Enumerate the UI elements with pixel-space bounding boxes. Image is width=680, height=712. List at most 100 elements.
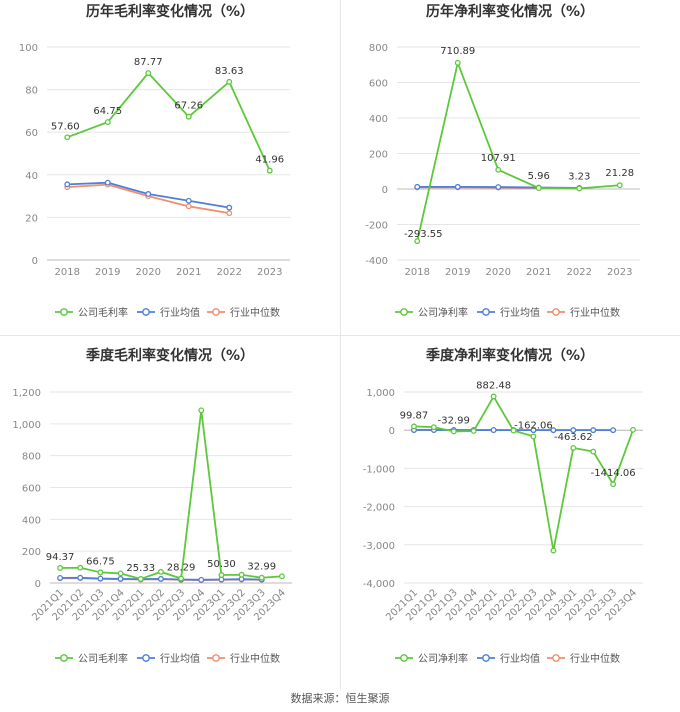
data-label: 41.96 [255,155,284,166]
data-point [510,427,517,434]
data-point [414,238,421,245]
data-point [218,572,225,578]
data-point [77,574,84,581]
data-point [411,423,417,430]
y-tick-label: -2,000 [363,503,395,514]
data-label: 32.99 [247,562,276,573]
data-point [157,575,164,582]
data-point [258,574,265,581]
legend-marker [60,308,68,316]
data-label: -1414.06 [591,468,636,479]
y-tick-label: 1,000 [366,388,395,399]
data-point [185,113,192,120]
data-point [97,575,104,582]
data-label: 21.28 [605,168,634,179]
y-tick-label: 400 [369,114,388,125]
data-point [57,574,64,581]
y-tick-label: 0 [389,426,395,437]
legend-marker [400,308,408,316]
data-point [490,427,497,434]
data-point [238,571,245,578]
data-point [616,182,623,189]
legend-label: 行业中位数 [570,306,620,319]
legend-marker [60,654,68,662]
data-label: 710.89 [440,46,475,57]
y-tick-label: 800 [22,452,41,463]
data-point [185,203,192,210]
legend-label: 行业中位数 [570,652,620,665]
legend-marker [552,654,560,662]
data-point [226,78,233,85]
data-label: -293.55 [404,229,443,240]
data-point [570,427,577,434]
data-point [610,481,617,488]
x-tick-label: 2021 [526,267,551,278]
data-point [77,564,84,571]
data-point [454,59,461,66]
data-point [198,576,205,583]
x-tick-label: 2021 [176,267,201,278]
data-point [530,433,537,440]
data-point [570,444,577,451]
data-label: 882.48 [476,380,511,391]
data-label: 50.30 [207,559,236,570]
y-tick-label: 1,000 [12,420,41,431]
data-point [450,428,457,435]
legend-label: 行业中位数 [230,652,280,665]
data-point [495,166,502,173]
data-label: 3.23 [568,171,590,182]
legend-label: 公司净利率 [418,306,468,319]
chart-annual_net: 历年净利率变化情况（%） -400 -200 0 200 400 600 800 2018 201… [365,3,640,319]
y-tick-label: -1,000 [363,464,395,475]
data-point [490,393,497,400]
data-label: -32.99 [438,415,470,426]
series-line-0 [413,394,634,551]
chart-quarterly_gross: 季度毛利率变化情况（%）02004006008001,0001,2002021Q… [12,347,292,665]
legend-label: 行业均值 [500,652,540,665]
data-point [590,448,597,455]
y-tick-label: 0 [35,579,41,590]
data-point [145,70,152,76]
chart-annual_gross: 历年毛利率变化情况（%） 0 20 40 60 80 100 2018 2019 2020 2021… [19,3,290,319]
data-point [414,183,421,190]
data-point [117,575,124,582]
data-point [198,407,205,414]
data-point [530,427,537,434]
data-point [630,426,636,433]
legend-marker [400,654,408,662]
data-label: 99.87 [400,410,429,421]
series-line-0 [60,410,282,580]
x-tick-label: 2018 [405,267,430,278]
data-label: 25.33 [126,563,155,574]
data-point [278,573,285,580]
data-point [590,427,597,434]
data-point [550,547,557,554]
data-label: 67.26 [174,101,203,112]
series-line-0 [66,71,271,171]
data-point [64,181,71,188]
series-line-0 [416,59,620,242]
data-point [535,184,542,191]
data-point [145,191,152,197]
x-tick-label: 2019 [445,267,470,278]
data-point [97,569,104,576]
data-point [226,210,233,217]
data-point [104,179,111,186]
x-tick-label: 2023 [607,267,632,278]
data-label: -463.62 [554,432,593,443]
chart-title: 季度毛利率变化情况（%） [85,347,254,364]
x-tick-label: 2018 [55,267,80,278]
x-tick-label: 2023 [257,267,282,278]
data-point [104,119,111,126]
data-point [226,204,233,211]
legend-marker [212,308,220,316]
y-tick-label: 40 [25,171,38,182]
data-point [495,184,502,190]
chart-title: 历年毛利率变化情况（%） [86,3,254,20]
x-tick-label: 2022 [217,267,242,278]
data-source-footer: 数据来源：恒生聚源 [290,692,390,705]
legend-label: 行业中位数 [230,306,280,319]
y-tick-label: 200 [369,150,388,161]
legend-label: 公司净利率 [418,652,468,665]
legend-marker [142,654,150,662]
